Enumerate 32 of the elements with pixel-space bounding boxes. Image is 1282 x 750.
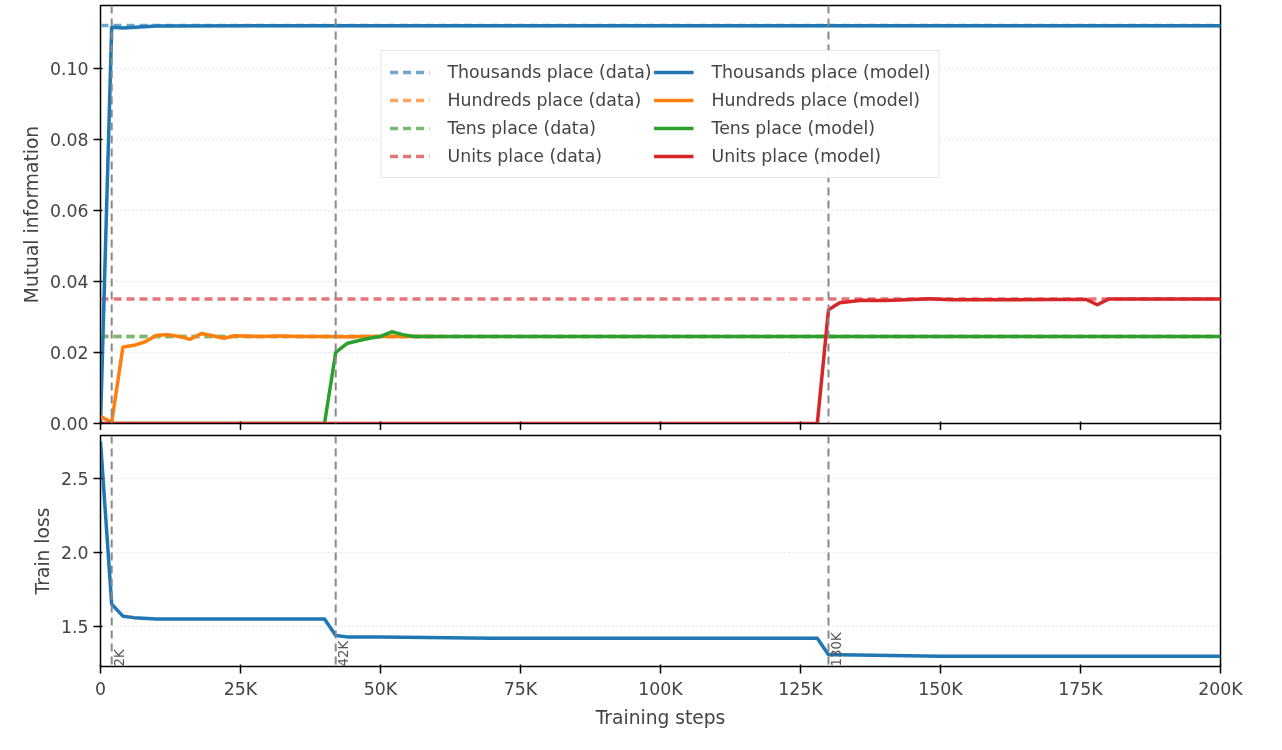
x-tick-label: 100K xyxy=(638,678,684,699)
y-tick-label: 2.5 xyxy=(60,468,89,489)
legend-label: Tens place (model) xyxy=(711,117,875,140)
ref-line-label: 130K xyxy=(828,631,844,667)
legend-label: Hundreds place (model) xyxy=(711,89,921,112)
y-tick-label: 0.00 xyxy=(49,414,89,434)
y-tick-label: 0.06 xyxy=(49,200,89,221)
x-tick-label: 75K xyxy=(503,678,538,699)
x-tick-label: 50K xyxy=(363,678,398,699)
legend-label: Thousands place (model) xyxy=(711,61,931,84)
x-axis-title: Training steps xyxy=(594,706,726,728)
y-axis-title: Train loss xyxy=(31,507,53,596)
y-tick-label: 1.5 xyxy=(60,617,89,638)
x-tick-label: 175K xyxy=(1058,678,1104,699)
y-tick-label: 0.04 xyxy=(49,271,89,292)
x-tick-label: 200K xyxy=(1198,678,1244,699)
x-tick-label: 25K xyxy=(223,678,258,699)
legend-label: Thousands place (data) xyxy=(447,61,652,84)
y-tick-label: 0.02 xyxy=(49,342,89,363)
legend-label: Units place (model) xyxy=(711,145,881,168)
legend-label: Units place (data) xyxy=(447,145,603,168)
y-axis-title: Mutual information xyxy=(20,125,42,304)
x-tick-label: 150K xyxy=(918,678,964,699)
y-tick-label: 0.08 xyxy=(49,129,89,150)
ref-line-label: 42K xyxy=(335,639,351,667)
ref-line-label: 2K xyxy=(111,648,127,667)
legend-label: Tens place (data) xyxy=(447,117,597,140)
legend-label: Hundreds place (data) xyxy=(447,89,642,112)
x-tick-label: 0 xyxy=(94,678,107,699)
x-tick-label: 125K xyxy=(778,678,824,699)
y-tick-label: 2.0 xyxy=(60,542,89,563)
y-tick-label: 0.10 xyxy=(49,58,89,79)
